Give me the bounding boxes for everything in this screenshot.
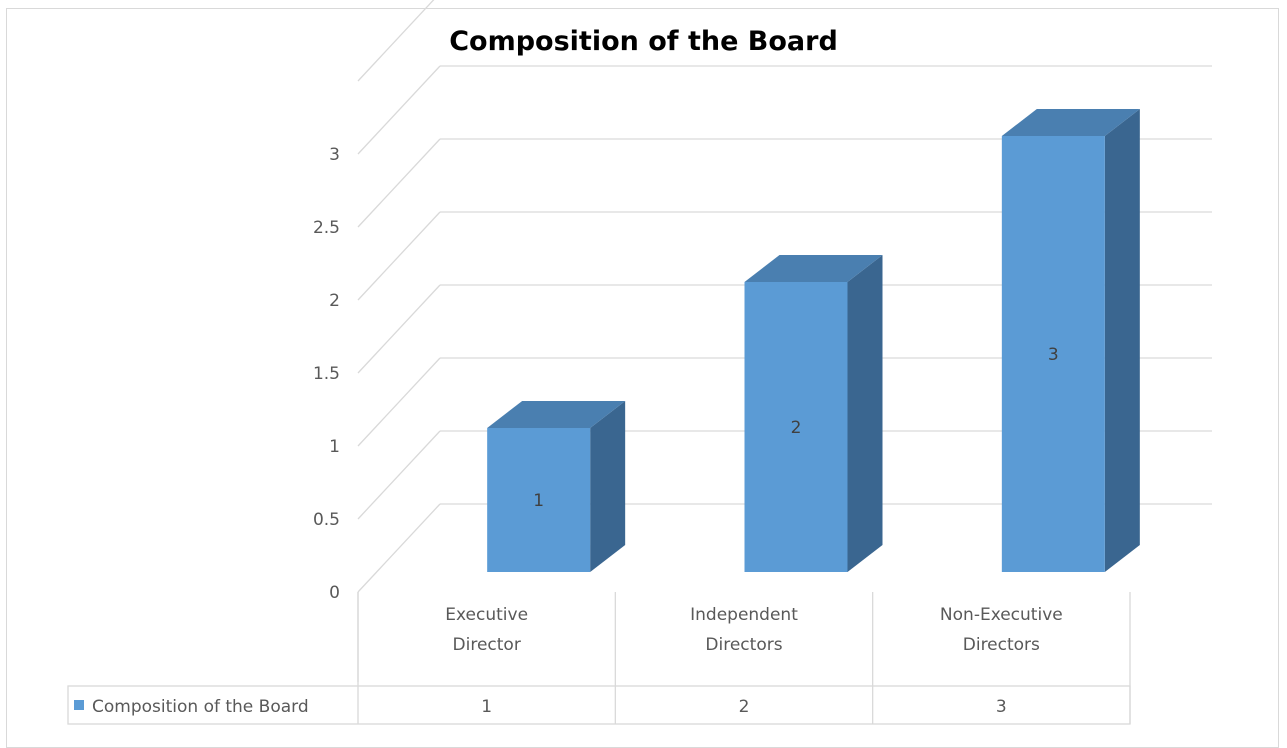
data-label: 3 <box>1048 345 1059 365</box>
x-tick-label: Independent Directors <box>690 605 798 655</box>
gridline-diagonal <box>357 0 435 82</box>
bar-front <box>487 428 591 572</box>
data-table-value: 2 <box>739 697 750 717</box>
x-tick-label: Executive Director <box>445 605 528 655</box>
data-label: 1 <box>533 491 544 511</box>
y-tick-label: 2 <box>329 291 340 311</box>
bar-side <box>847 255 883 572</box>
bar-top <box>487 401 626 428</box>
chart-title: Composition of the Board <box>449 26 838 57</box>
gridline-diagonal <box>357 503 441 593</box>
y-tick-label: 3 <box>329 145 340 165</box>
bar-front <box>744 282 848 572</box>
bar: 2 <box>744 255 883 572</box>
bar-side <box>590 401 626 572</box>
data-table-value: 3 <box>996 697 1007 717</box>
y-tick-label: 2.5 <box>313 218 340 238</box>
data-label: 2 <box>791 418 802 438</box>
gridline-diagonal <box>357 211 441 301</box>
series-name: Composition of the Board <box>92 697 309 717</box>
gridline-diagonal <box>357 65 441 155</box>
bar-front <box>1001 136 1105 572</box>
legend-key <box>74 700 84 710</box>
y-tick-label: 0 <box>329 583 340 603</box>
bar: 3 <box>1001 109 1140 572</box>
bar-top <box>1001 109 1140 136</box>
bar-top <box>744 255 883 282</box>
bar: 1 <box>487 401 626 572</box>
y-tick-label: 0.5 <box>313 510 340 530</box>
y-tick-label: 1 <box>329 437 340 457</box>
data-table: Executive Director Independent Directors Non… <box>67 592 1131 725</box>
data-table-value: 1 <box>481 697 492 717</box>
gridline-diagonal <box>357 138 441 228</box>
bars: 1 2 3 <box>487 109 1140 572</box>
y-tick-label: 1.5 <box>313 364 340 384</box>
gridline-diagonal <box>357 430 441 520</box>
gridline-diagonal <box>357 357 441 447</box>
bar-side <box>1104 109 1140 572</box>
y-axis: 0 0.5 1 1.5 2 2.5 3 <box>313 145 340 603</box>
x-tick-label: Non-Executive Directors <box>940 605 1063 655</box>
gridline-diagonal <box>357 284 441 374</box>
